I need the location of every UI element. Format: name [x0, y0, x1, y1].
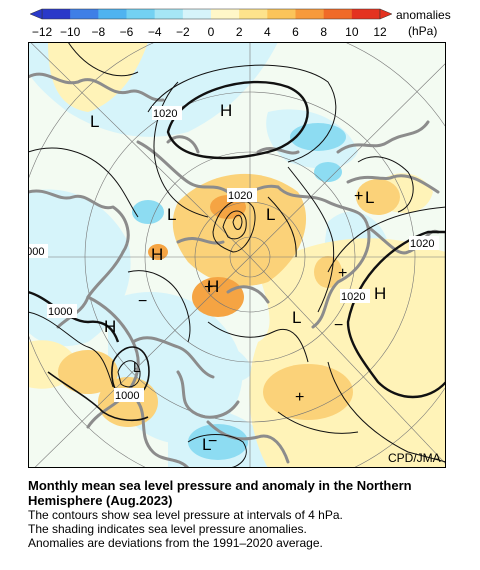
isobars: [28, 42, 446, 468]
high-pressure-center: H: [374, 284, 386, 303]
caption-shading-note: The shading indicates sea level pressure…: [28, 522, 307, 536]
contour-label: 1000: [48, 306, 72, 318]
positive-anomaly-marker: +: [204, 279, 213, 296]
contour-labels: 1020 1020 1020 1020 1000 1000 1000: [28, 106, 439, 402]
low-pressure-center: L: [90, 112, 99, 131]
negative-anomaly-marker: −: [138, 293, 147, 310]
positive-anomaly-marker: +: [354, 188, 363, 205]
positive-anomaly-marker: +: [295, 389, 304, 406]
colorbar-swatch: [323, 9, 353, 19]
colorbar-tick-label: −2: [176, 25, 190, 39]
colorbar-tick-labels: −12 −10 −8 −6 −4 −2 0 2 4 6 8 10 12: [32, 25, 387, 39]
low-pressure-center: L: [202, 435, 211, 454]
colorbar-tick-label: 0: [208, 25, 215, 39]
colorbar-label-anomalies: anomalies: [396, 8, 451, 22]
colorbar-tick-label: 10: [345, 25, 359, 39]
colorbar-swatch: [42, 9, 71, 19]
colorbar-swatch: [70, 9, 99, 19]
low-pressure-center: L: [167, 205, 176, 224]
map-caption: Monthly mean sea level pressure and anom…: [28, 478, 468, 550]
contour-label: 1020: [228, 190, 252, 202]
high-pressure-center: H: [207, 277, 219, 296]
coastlines: [28, 72, 440, 468]
colorbar-swatches: [41, 8, 381, 20]
colorbar-label-unit: (hPa): [408, 24, 437, 38]
colorbar-tick-label: −6: [120, 25, 134, 39]
positive-anomaly-marker: +: [338, 265, 347, 282]
low-pressure-center: L: [133, 359, 141, 375]
contour-label: 1000: [28, 246, 44, 258]
high-pressure-center: H: [220, 101, 232, 120]
low-pressure-center: L: [365, 188, 374, 207]
colorbar-swatch: [351, 9, 381, 19]
colorbar-tick-label: 2: [236, 25, 243, 39]
negative-anomaly-marker: −: [334, 317, 343, 334]
pressure-anomaly-map: 1020 1020 1020 1020 1000 1000 1000 H L L…: [28, 42, 446, 468]
contour-label: 1020: [341, 291, 365, 303]
colorbar-swatch: [182, 9, 212, 19]
colorbar-tick-label: 6: [292, 25, 299, 39]
colorbar-swatch: [239, 9, 268, 19]
colorbar-swatch: [154, 9, 184, 19]
pressure-center-labels: H L L L H L H H L L H L: [90, 101, 386, 454]
anomaly-sign-markers: + + + + − − −: [138, 188, 363, 450]
colorbar-tick-label: −8: [91, 25, 105, 39]
colorbar-tick-label: −10: [60, 25, 81, 39]
colorbar-swatch: [98, 9, 127, 19]
caption-title-line1: Monthly mean sea level pressure and anom…: [28, 478, 412, 493]
negative-anomaly-marker: −: [208, 433, 217, 450]
colorbar-swatch: [267, 9, 296, 19]
high-pressure-center: H: [151, 245, 163, 264]
colorbar-right-arrow: [379, 8, 393, 20]
caption-contour-note: The contours show sea level pressure at …: [28, 508, 343, 522]
colorbar-tick-label: 4: [264, 25, 271, 39]
contour-label: 1000: [115, 390, 139, 402]
map-credit: CPD/JMA: [388, 451, 441, 465]
low-pressure-center: L: [292, 308, 301, 327]
colorbar-tick-label: −4: [148, 25, 162, 39]
colorbar-tick-label: 8: [320, 25, 327, 39]
contour-label: 1020: [153, 108, 177, 120]
anomaly-colorbar: −12 −10 −8 −6 −4 −2 0 2 4 6 8 10 12 anomalies (hPa): [29, 8, 451, 39]
high-pressure-center: H: [104, 317, 116, 336]
colorbar-swatch: [211, 9, 240, 19]
caption-title-line2: Hemisphere (Aug.2023): [28, 493, 173, 508]
caption-anomaly-note: Anomalies are deviations from the 1991–2…: [28, 536, 323, 550]
colorbar-tick-label: −12: [32, 25, 53, 39]
colorbar-swatch: [126, 9, 155, 19]
colorbar-swatch: [295, 9, 324, 19]
contour-label: 1020: [410, 238, 434, 250]
low-pressure-center: L: [266, 205, 275, 224]
colorbar-tick-label: 12: [373, 25, 387, 39]
colorbar-left-arrow: [29, 8, 43, 20]
